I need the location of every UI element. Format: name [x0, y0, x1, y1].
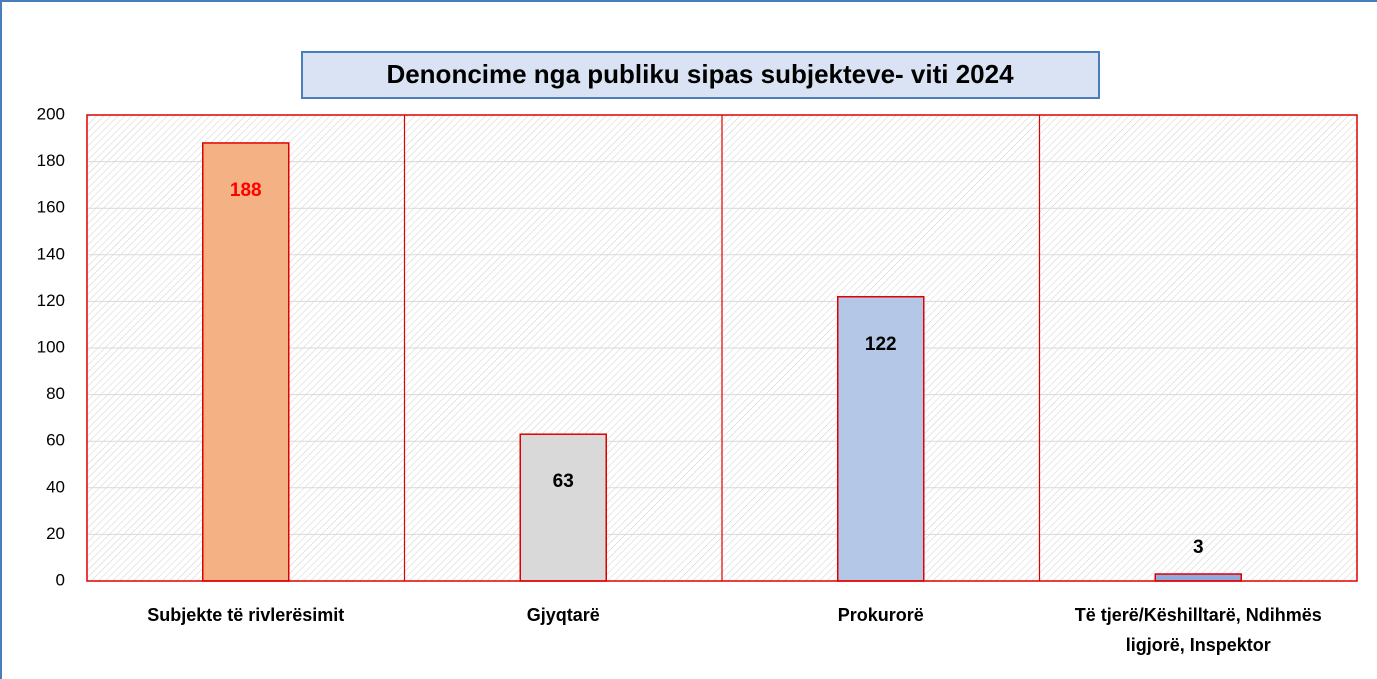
bar [519, 433, 607, 582]
y-tick-label: 80 [46, 384, 65, 403]
y-tick-label: 60 [46, 431, 65, 450]
y-tick-label: 120 [37, 291, 65, 310]
y-tick-label: 20 [46, 524, 65, 543]
title-box [301, 51, 1100, 99]
y-tick-label: 140 [37, 244, 65, 263]
bar [202, 142, 290, 582]
x-tick-label: Subjekte të rivlerësimit [147, 605, 345, 625]
x-tick-label: Të tjerë/Këshilltarë, Ndihmës ligjorë, I… [1074, 605, 1322, 655]
chart-title: Denoncime nga publiku sipas subjekteve- … [386, 59, 1014, 89]
y-tick-label: 0 [56, 570, 65, 589]
y-tick-label: 40 [46, 477, 65, 496]
y-tick-label: 160 [37, 198, 65, 217]
y-tick-label: 200 [37, 104, 65, 123]
x-tick-label: Prokurorë [837, 605, 924, 625]
data-label: 188 [230, 180, 262, 201]
data-label: 3 [1193, 537, 1204, 558]
x-tick-label: Gjyqtarë [526, 605, 600, 625]
y-tick-label: 180 [37, 151, 65, 170]
data-label: 122 [865, 334, 897, 355]
data-label: 63 [553, 471, 574, 492]
bar [1154, 573, 1242, 582]
plot-border [86, 114, 1358, 582]
y-tick-label: 100 [37, 337, 65, 356]
